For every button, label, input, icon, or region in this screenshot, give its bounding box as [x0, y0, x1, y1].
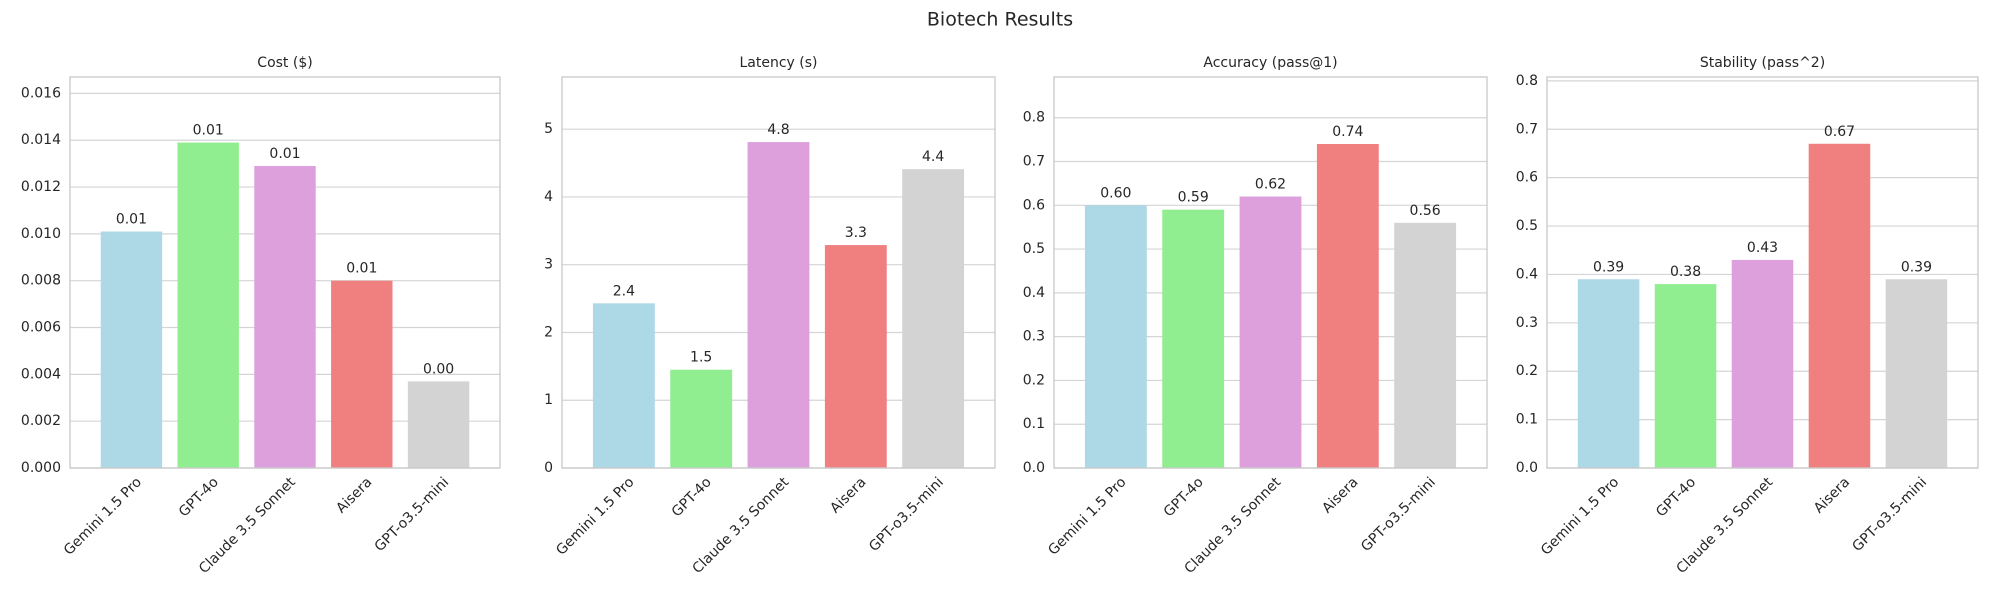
- y-tick-label: 0.010: [21, 226, 61, 242]
- x-tick-label: GPT-o3.5-mini: [372, 474, 453, 555]
- bar: [747, 142, 810, 469]
- bar: [1316, 143, 1379, 469]
- value-label: 0.43: [1747, 240, 1778, 256]
- bar: [1577, 279, 1640, 468]
- bar: [100, 231, 163, 468]
- y-tick-label: 0.2: [1023, 372, 1045, 388]
- value-label: 0.62: [1255, 177, 1286, 193]
- y-tick-label: 0.2: [1516, 363, 1538, 379]
- bar: [1394, 222, 1457, 468]
- value-label: 0.59: [1178, 190, 1209, 206]
- y-tick-label: 0.8: [1516, 73, 1538, 89]
- x-tick-label: GPT-4o: [176, 474, 222, 520]
- x-tick-label: Aisera: [1319, 474, 1361, 516]
- value-label: 0.01: [269, 146, 300, 162]
- y-tick-label: 4: [544, 189, 553, 205]
- y-tick-label: 0.4: [1023, 285, 1045, 301]
- y-tick-label: 0.5: [1516, 218, 1538, 234]
- axes-frame: [1546, 76, 1979, 469]
- y-tick-label: 0.4: [1516, 266, 1538, 282]
- axes-frame: [69, 76, 501, 469]
- y-tick-label: 0.002: [21, 413, 61, 429]
- y-tick-label: 0.1: [1516, 412, 1538, 428]
- value-label: 0.01: [193, 123, 224, 139]
- bar: [824, 245, 887, 468]
- bar: [254, 165, 316, 468]
- y-tick-label: 0.008: [21, 273, 61, 289]
- bar: [1731, 259, 1794, 468]
- y-tick-label: 0.3: [1023, 329, 1045, 345]
- y-tick-label: 0.7: [1516, 121, 1538, 137]
- y-tick-label: 0.6: [1023, 197, 1045, 213]
- bar: [1654, 284, 1717, 468]
- x-tick-label: GPT-o3.5-mini: [1358, 474, 1439, 555]
- y-tick-label: 0.012: [21, 179, 61, 195]
- x-tick-label: Gemini 1.5 Pro: [1538, 474, 1622, 558]
- x-tick-label: GPT-o3.5-mini: [866, 474, 947, 555]
- panel-title: Cost ($): [257, 55, 312, 71]
- value-label: 0.67: [1824, 124, 1855, 140]
- figure-title: Biotech Results: [927, 9, 1073, 31]
- y-tick-label: 0.3: [1516, 315, 1538, 331]
- value-label: 0.39: [1593, 259, 1624, 275]
- value-label: 0.56: [1410, 203, 1441, 219]
- y-tick-label: 0.016: [21, 85, 61, 101]
- y-tick-label: 0: [544, 460, 553, 476]
- y-tick-label: 5: [544, 121, 553, 137]
- bar: [177, 142, 239, 468]
- y-tick-label: 1: [544, 392, 553, 408]
- x-tick-label: GPT-o3.5-mini: [1849, 474, 1930, 555]
- y-tick-label: 0.7: [1023, 154, 1045, 170]
- value-label: 0.38: [1670, 264, 1701, 280]
- y-tick-label: 0.004: [21, 366, 61, 382]
- x-tick-label: Aisera: [827, 474, 869, 516]
- x-tick-label: Gemini 1.5 Pro: [61, 474, 145, 558]
- value-label: 2.4: [613, 283, 635, 299]
- axes-frame: [561, 76, 996, 469]
- y-tick-label: 3: [544, 257, 553, 273]
- panel-title: Accuracy (pass@1): [1203, 55, 1337, 71]
- x-tick-label: GPT-4o: [669, 474, 715, 520]
- y-tick-label: 0.0: [1023, 460, 1045, 476]
- value-label: 0.01: [116, 212, 147, 228]
- axes-frame: [1053, 76, 1488, 469]
- y-tick-label: 0.000: [21, 460, 61, 476]
- x-tick-label: Aisera: [333, 474, 375, 516]
- value-label: 4.4: [922, 149, 944, 165]
- x-tick-label: Gemini 1.5 Pro: [553, 474, 637, 558]
- bar: [1808, 143, 1871, 468]
- y-tick-label: 0.6: [1516, 170, 1538, 186]
- panel-title: Latency (s): [739, 55, 817, 71]
- bar: [1084, 205, 1147, 468]
- y-tick-label: 0.006: [21, 320, 61, 336]
- value-label: 1.5: [690, 350, 712, 366]
- y-tick-label: 0.5: [1023, 241, 1045, 257]
- bar: [670, 369, 733, 468]
- value-label: 0.39: [1901, 259, 1932, 275]
- bar: [407, 381, 470, 468]
- bar: [1162, 209, 1225, 469]
- bar: [1885, 279, 1948, 468]
- value-label: 0.60: [1100, 185, 1131, 201]
- bar: [902, 169, 965, 469]
- panel-title: Stability (pass^2): [1700, 55, 1825, 71]
- value-label: 0.74: [1332, 124, 1363, 140]
- x-tick-label: GPT-4o: [1653, 474, 1699, 520]
- x-tick-label: Gemini 1.5 Pro: [1045, 474, 1129, 558]
- bar: [1239, 196, 1302, 469]
- x-tick-label: GPT-4o: [1161, 474, 1207, 520]
- y-tick-label: 0.014: [21, 132, 61, 148]
- y-tick-label: 0.1: [1023, 416, 1045, 432]
- value-label: 0.00: [423, 361, 454, 377]
- y-tick-label: 0.0: [1516, 460, 1538, 476]
- value-label: 0.01: [346, 261, 377, 277]
- value-label: 4.8: [767, 122, 789, 138]
- x-tick-label: Aisera: [1811, 474, 1853, 516]
- y-tick-label: 2: [544, 324, 553, 340]
- bar: [331, 280, 393, 468]
- bar: [592, 303, 655, 468]
- y-tick-label: 0.8: [1023, 110, 1045, 126]
- value-label: 3.3: [845, 225, 867, 241]
